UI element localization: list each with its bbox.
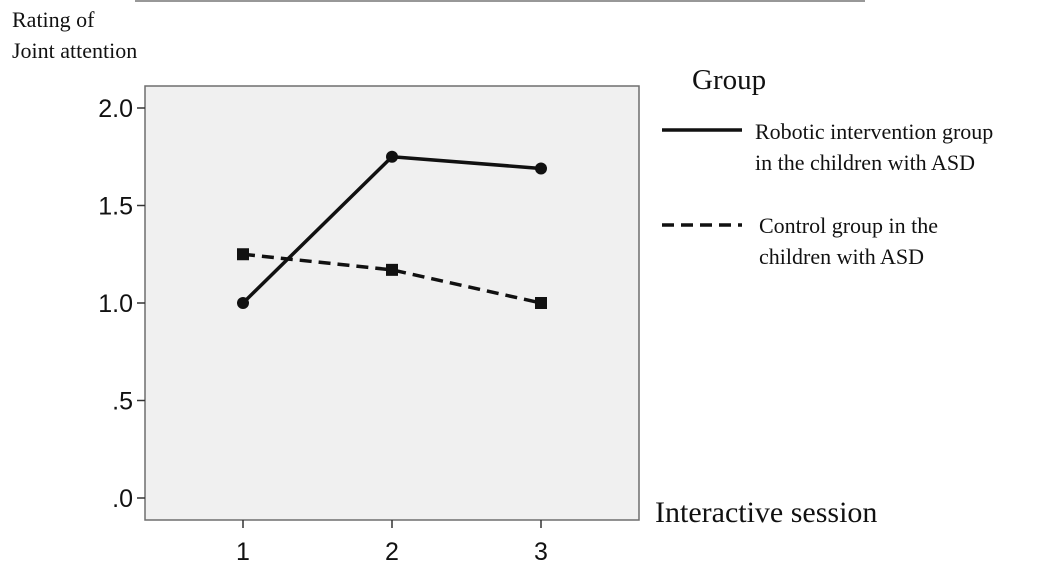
- data-point-control: [237, 248, 249, 261]
- y-tick-label: .5: [112, 388, 133, 416]
- legend-title: Group: [692, 64, 766, 96]
- y-axis-label-line1: Rating of: [12, 7, 95, 32]
- data-point-robotic: [535, 162, 547, 175]
- data-point-robotic: [386, 150, 398, 163]
- legend-label-control-line1: Control group in the: [759, 213, 938, 238]
- y-tick-label: 1.0: [98, 290, 133, 318]
- y-axis: .0 .5 1.0 1.5 2.0: [98, 95, 145, 513]
- x-tick-label: 3: [534, 538, 548, 563]
- y-tick-label: 2.0: [98, 95, 133, 123]
- data-point-robotic: [237, 297, 249, 309]
- legend-label-robotic-line1: Robotic intervention group: [755, 119, 993, 144]
- y-tick-label: 1.5: [98, 193, 133, 221]
- x-axis-label: Interactive session: [655, 496, 877, 529]
- data-point-control: [386, 263, 398, 276]
- series-line-control: [242, 252, 542, 305]
- series-layer: [237, 150, 547, 309]
- x-axis: 1 2 3: [236, 520, 548, 563]
- data-point-control: [535, 297, 547, 309]
- legend: Group Robotic intervention group in the …: [662, 64, 993, 269]
- y-tick-label: .0: [112, 485, 133, 513]
- x-tick-label: 1: [236, 538, 250, 563]
- legend-label-robotic-line2: in the children with ASD: [755, 150, 975, 175]
- y-axis-label-line2: Joint attention: [12, 38, 137, 63]
- x-tick-label: 2: [385, 538, 399, 563]
- legend-label-control-line2: children with ASD: [759, 244, 924, 269]
